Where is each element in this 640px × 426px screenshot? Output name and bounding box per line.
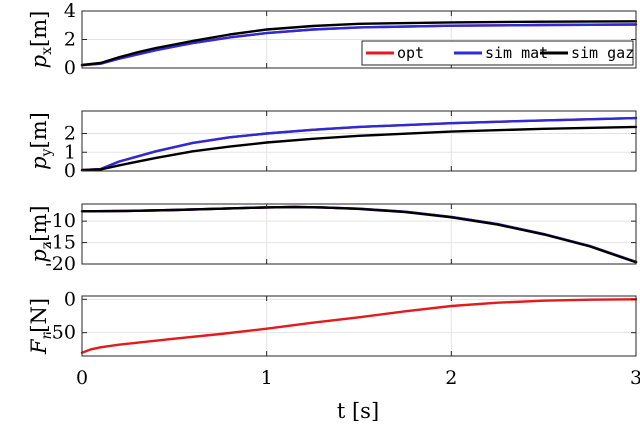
- x-tick-label: 2: [445, 367, 457, 389]
- legend-label: sim gaz: [571, 44, 634, 62]
- y-tick-label: 4: [64, 0, 76, 22]
- y-tick-label: -10: [45, 210, 76, 232]
- series-line-sim-gaz: [80, 125, 638, 172]
- y-axis-label-symbol: F: [27, 338, 51, 355]
- plot-area: [82, 204, 636, 264]
- y-axis-label: px[m]: [27, 11, 55, 69]
- y-axis-label-unit: [m]: [27, 11, 51, 47]
- x-axis-label: t [s]: [337, 399, 379, 423]
- legend-box: [361, 40, 634, 66]
- y-axis-label-symbol: p: [27, 55, 51, 68]
- legend: opt sim mat sim gaz: [361, 40, 634, 66]
- y-axis-label-subscript: z: [39, 242, 55, 249]
- series-line-sim-mat: [80, 116, 638, 172]
- y-tick-label: 0: [64, 57, 76, 79]
- y-axis-label: py[m]: [27, 112, 55, 170]
- axes-frame: [81, 203, 637, 265]
- y-tick-label: 2: [64, 29, 76, 51]
- y-axis-label-symbol: p: [27, 249, 51, 262]
- y-axis-label: Fr[N]: [27, 298, 55, 355]
- x-tick-label: 3: [630, 367, 640, 389]
- series-line-sim-gaz: [80, 20, 638, 67]
- y-axis-label-unit: [m]: [27, 205, 51, 241]
- plot-area: [82, 296, 636, 356]
- series-line-sim-gaz: [80, 205, 638, 264]
- legend-label: sim mat: [485, 44, 548, 62]
- y-tick-label: 2: [64, 123, 76, 145]
- y-tick-label: -20: [45, 253, 76, 275]
- y-axis-label: pz[m]: [27, 205, 55, 262]
- y-tick-label: -15: [45, 232, 76, 254]
- y-axis-label-unit: [m]: [27, 112, 51, 148]
- x-tick-label: 1: [261, 367, 273, 389]
- y-axis-label-subscript: r: [39, 331, 55, 339]
- panel-4: 0 -50 0 1 2 3 Fr[N]: [27, 288, 640, 389]
- axes-frame: [81, 110, 637, 172]
- y-axis-label-subscript: x: [39, 47, 55, 55]
- panel-1: 0 2 4 px[m] opt sim mat sim gaz: [27, 0, 638, 79]
- y-tick-label: 0: [64, 288, 76, 310]
- y-tick-label: 1: [64, 141, 76, 163]
- series-line-opt: [80, 298, 638, 354]
- series-line-sim-mat: [80, 23, 638, 67]
- y-tick-label: 0: [64, 160, 76, 182]
- axes-frame: [81, 295, 637, 357]
- x-tick-label: 0: [76, 367, 88, 389]
- y-axis-label-symbol: p: [27, 156, 51, 169]
- y-axis-label-unit: [N]: [27, 298, 51, 333]
- y-tick-label: -50: [45, 322, 76, 344]
- legend-label: opt: [397, 44, 424, 62]
- y-axis-label-subscript: y: [39, 148, 55, 157]
